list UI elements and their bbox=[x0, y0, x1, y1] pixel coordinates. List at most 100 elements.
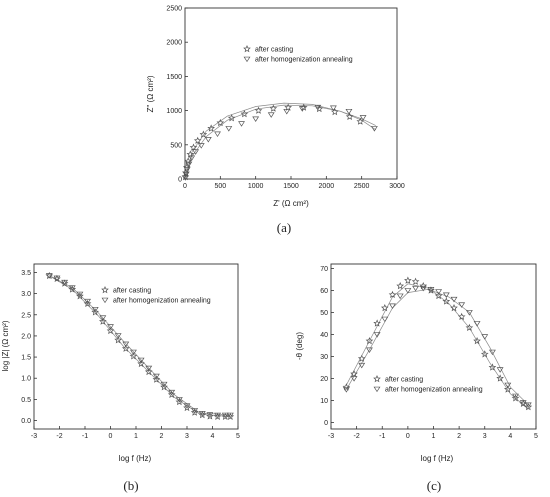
panel-b-series-1-point bbox=[106, 326, 115, 335]
panel-b-legend-label-1: after casting bbox=[113, 288, 151, 295]
panel-c-y-axis-label: -θ (deg) bbox=[295, 332, 304, 360]
panel-c-y-tick-label: 0 bbox=[324, 420, 328, 427]
panel-b-x-axis-label: log f (Hz) bbox=[119, 454, 152, 463]
panel-b-bode-magnitude-plot: log |Z| (Ω cm²) log f (Hz) (b) -3 -2 -1 0 1 2… bbox=[1, 263, 240, 493]
panel-c-x-tick-label: 0 bbox=[406, 433, 410, 440]
panel-b-y-tick-label: 2.5 bbox=[21, 312, 31, 319]
panel-b-x-tick-label: 1 bbox=[134, 433, 138, 440]
panel-c-series-2-point bbox=[465, 310, 473, 316]
panel-a-series-1-point bbox=[227, 114, 236, 122]
panel-a-series-1-point bbox=[216, 118, 225, 127]
panel-a-series-2-point bbox=[225, 126, 233, 132]
panel-c-series-1-point bbox=[503, 385, 512, 393]
panel-c-series-2-point bbox=[396, 293, 404, 300]
panel-c-series-1-point bbox=[404, 276, 412, 284]
panel-b-series-1-point bbox=[91, 308, 100, 316]
panel-b-x-tick-label: -1 bbox=[82, 433, 88, 440]
panel-c-series-2-point bbox=[366, 347, 373, 353]
panel-a-series-1-point bbox=[284, 103, 292, 111]
panel-b-legend-label-2: after homogenization annealing bbox=[113, 298, 211, 305]
panel-a-series-1-point bbox=[189, 143, 198, 151]
panel-c-series-2-point bbox=[389, 303, 396, 309]
panel-a-series-1-point bbox=[331, 107, 339, 116]
panel-c-x-tick-label: 3 bbox=[483, 433, 487, 440]
panel-c-label: (c) bbox=[427, 478, 441, 493]
panel-c-y-tick-label: 60 bbox=[320, 288, 328, 295]
panel-b-series-2-point bbox=[45, 273, 53, 279]
panel-a-series-1-point bbox=[356, 117, 365, 125]
panel-b-series-1-point bbox=[76, 292, 84, 300]
panel-a-fit-curve-2 bbox=[184, 104, 376, 180]
panel-b-series-1-point bbox=[129, 352, 138, 360]
panel-a-y-tick-label: 2500 bbox=[166, 6, 182, 13]
panel-c-series-2-point bbox=[489, 349, 496, 356]
panel-a-x-tick-label: 3000 bbox=[389, 183, 405, 190]
panel-b-series-2-point bbox=[122, 341, 130, 348]
panel-a-legend-label-1: after casting bbox=[255, 47, 293, 54]
panel-c-legend-marker-2 bbox=[373, 386, 381, 393]
panel-b-series-1-point bbox=[137, 359, 145, 368]
panel-c-series-1-point bbox=[411, 277, 420, 285]
panel-b-series-2-point bbox=[61, 279, 69, 286]
panel-a-x-tick-label: 1500 bbox=[283, 183, 299, 190]
panel-a-y-tick-label: 500 bbox=[170, 142, 182, 149]
panel-c-series-1-point bbox=[434, 291, 443, 300]
panel-c-x-tick-label: 2 bbox=[457, 433, 461, 440]
panel-b-fit-curve-2 bbox=[49, 275, 231, 416]
panel-a-series-1-point bbox=[182, 168, 190, 177]
panel-c-legend-label-2: after homogenization annealing bbox=[385, 387, 483, 394]
panel-c-series-2-point bbox=[458, 302, 466, 308]
panel-a-y-tick-label: 0 bbox=[178, 177, 182, 184]
panel-b-series-2-point bbox=[130, 349, 137, 356]
panel-c-y-tick-label: 30 bbox=[320, 354, 328, 361]
panel-a-series-2-point bbox=[252, 116, 260, 122]
panel-b-y-tick-label: 2.0 bbox=[21, 333, 31, 340]
panel-b-series-2-point bbox=[152, 373, 160, 380]
panel-c-series-2-point bbox=[442, 292, 450, 298]
panel-c-y-tick-label: 50 bbox=[320, 310, 328, 317]
panel-b-series-1-point bbox=[190, 408, 199, 416]
panel-a-y-axis-label: Z'' (Ω cm²) bbox=[146, 75, 155, 112]
panel-c-series-1-point bbox=[480, 350, 489, 358]
panel-a-x-axis-label: Z' (Ω cm²) bbox=[273, 199, 309, 208]
panel-c-series-2-point bbox=[350, 376, 358, 382]
panel-b-x-tick-label: 2 bbox=[160, 433, 164, 440]
panel-a-legend-marker-1 bbox=[243, 44, 251, 53]
panel-c-series-2-point bbox=[512, 393, 519, 400]
panel-c-x-axis-label: log f (Hz) bbox=[421, 454, 454, 463]
panel-c-series-2-point bbox=[496, 367, 504, 373]
panel-b-series-2-point bbox=[107, 324, 114, 330]
panel-b-y-tick-label: 0.5 bbox=[21, 397, 31, 404]
panel-c-legend-marker-1 bbox=[373, 374, 381, 383]
panel-c-series-2-point bbox=[404, 288, 412, 294]
panel-c-series-1-point bbox=[465, 323, 474, 332]
panel-b-series-2-point bbox=[84, 298, 91, 305]
panel-b-series-1-point bbox=[160, 383, 168, 391]
panel-a-x-tick-label: 500 bbox=[214, 183, 226, 190]
panel-a-x-tick-label: 1000 bbox=[248, 183, 264, 190]
panel-a-series-1-point bbox=[269, 104, 278, 112]
panel-b-series-1-point bbox=[175, 397, 184, 406]
panel-c-x-tick-label: -3 bbox=[328, 433, 334, 440]
panel-c-series-2-point bbox=[524, 402, 532, 408]
panel-b-y-tick-label: 1.0 bbox=[21, 376, 31, 383]
panel-c-series-2-point bbox=[381, 316, 389, 323]
panel-c-y-tick-label: 70 bbox=[320, 266, 328, 273]
panel-c-series-1-point bbox=[524, 402, 533, 411]
panel-a-series-2-point bbox=[182, 171, 190, 178]
panel-c-series-1-point bbox=[365, 336, 374, 345]
panel-b-label: (b) bbox=[123, 478, 138, 493]
panel-c-series-1-point bbox=[396, 281, 405, 290]
panel-c-series-1-point bbox=[342, 383, 351, 391]
panel-c-series-1-point bbox=[511, 394, 520, 402]
panel-b-x-tick-label: 4 bbox=[211, 433, 215, 440]
panel-b-y-tick-label: 3.0 bbox=[21, 291, 31, 298]
panel-c-series-2-point bbox=[412, 285, 419, 292]
panel-b-y-axis-label: log |Z| (Ω cm²) bbox=[1, 320, 10, 371]
panel-a-series-1-point bbox=[193, 136, 202, 144]
panel-b-x-tick-label: -2 bbox=[56, 433, 62, 440]
panel-a-series-1-point bbox=[345, 112, 354, 120]
panel-c-x-tick-label: -1 bbox=[379, 433, 385, 440]
panel-b-x-tick-label: 3 bbox=[185, 433, 189, 440]
panel-c-series-2-point bbox=[519, 400, 527, 406]
